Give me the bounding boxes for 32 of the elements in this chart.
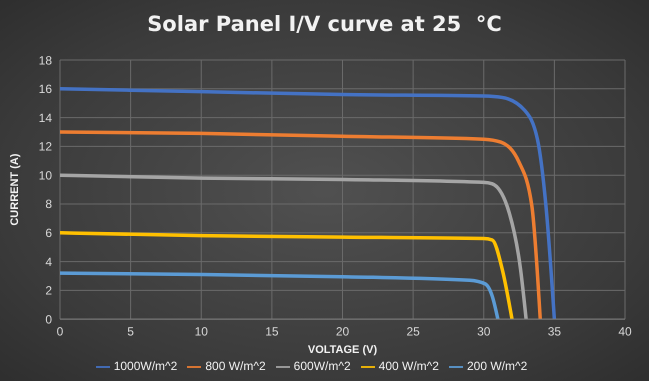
line-series	[60, 271, 500, 320]
y-tick-label: 18	[38, 53, 52, 68]
x-axis-title: VOLTAGE (V)	[308, 344, 378, 356]
legend-label: 600W/m^2	[294, 359, 351, 374]
x-tick-label: 40	[618, 324, 632, 339]
x-tick-label: 15	[265, 324, 279, 339]
y-tick-label: 2	[45, 284, 52, 298]
y-tick-label: 6	[45, 226, 52, 240]
legend-label: 400 W/m^2	[378, 359, 439, 374]
line-series	[60, 130, 542, 320]
x-tick-label: 35	[548, 324, 562, 339]
y-tick-label: 0	[45, 312, 52, 326]
y-tick-label: 8	[45, 197, 52, 212]
line-series	[60, 87, 556, 320]
line-series	[60, 231, 514, 320]
y-tick-label: 10	[38, 168, 52, 182]
chart-title: Solar Panel I/V curve at 25 °C	[146, 12, 503, 36]
y-tick-label: 4	[45, 254, 52, 269]
x-tick-label: 30	[477, 324, 491, 339]
legend-label: 1000W/m^2	[114, 359, 178, 374]
line-series	[60, 173, 528, 320]
legend-label: 800 W/m^2	[205, 359, 266, 374]
legend-label: 200 W/m^2	[466, 359, 528, 374]
y-tick-label: 12	[38, 140, 52, 154]
y-tick-label: 14	[38, 110, 52, 125]
y-axis-title: CURRENT (A)	[8, 153, 21, 226]
x-tick-label: 25	[406, 324, 420, 339]
x-tick-label: 10	[194, 324, 208, 339]
y-tick-label: 16	[38, 82, 52, 96]
x-tick-label: 0	[56, 324, 64, 339]
x-tick-label: 5	[127, 324, 134, 339]
x-tick-label: 20	[336, 324, 350, 339]
